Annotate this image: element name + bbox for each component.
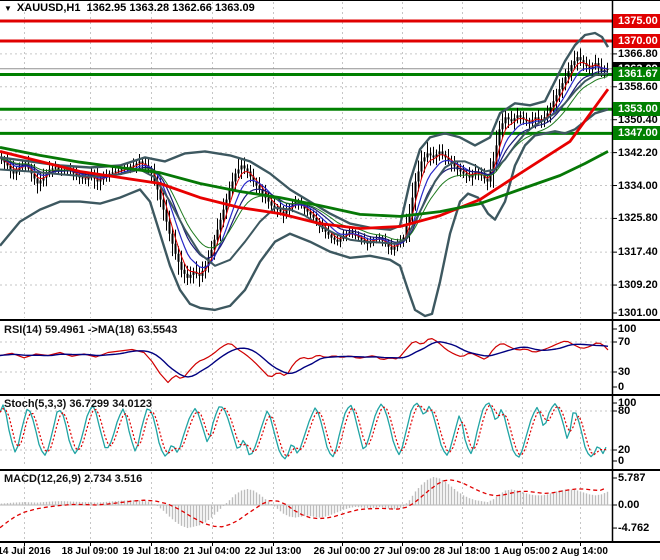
time-label: 27 Jul 09:00 bbox=[373, 546, 431, 557]
rsi-indicator-label: RSI(14) 59.4961 ->MA(18) 63.5543 bbox=[4, 324, 178, 336]
price-tick-label: 1342.20 bbox=[618, 146, 658, 159]
stoch-tick-label: 20 bbox=[618, 444, 631, 456]
stoch-tick-label: 100 bbox=[618, 397, 637, 409]
macd-tick-label: -4.762 bbox=[618, 522, 650, 535]
stoch-tick-label: 0 bbox=[618, 455, 625, 467]
price-marker-resistance: 1375.00 bbox=[613, 13, 660, 28]
price-tick-label: 1358.60 bbox=[618, 80, 658, 93]
macd-indicator-label: MACD(12,26,9) 2.734 3.516 bbox=[4, 473, 143, 485]
price-marker-support: 1361.67 bbox=[613, 67, 660, 82]
time-label: 19 Jul 18:00 bbox=[122, 546, 180, 557]
rsi-tick-label: 0 bbox=[618, 381, 625, 393]
rsi-pane[interactable] bbox=[0, 323, 612, 392]
price-tick-label: 1309.20 bbox=[618, 279, 658, 292]
stoch-tick-label: 80 bbox=[618, 405, 631, 417]
price-marker-resistance: 1370.00 bbox=[613, 34, 660, 49]
time-label: 26 Jul 00:00 bbox=[313, 546, 371, 557]
time-label: 1 Aug 05:00 bbox=[494, 546, 550, 557]
time-label: 18 Jul 09:00 bbox=[61, 546, 119, 557]
rsi-tick-label: 70 bbox=[618, 336, 631, 348]
stoch-pane[interactable] bbox=[0, 397, 612, 466]
ohlc-values: 1362.95 1363.28 1362.66 1363.09 bbox=[86, 2, 255, 14]
chart-title: ▼ XAUUSD,H1 1362.95 1363.28 1362.66 1363.0… bbox=[4, 2, 261, 14]
price-marker-support: 1353.00 bbox=[613, 102, 660, 117]
time-label: 2 Aug 14:00 bbox=[552, 546, 608, 557]
main-pane[interactable] bbox=[0, 2, 612, 318]
rsi-tick-label: 30 bbox=[618, 366, 631, 378]
symbol-period: XAUUSD,H1 bbox=[16, 2, 81, 14]
price-tick-label: 1366.80 bbox=[618, 47, 658, 60]
time-label: 28 Jul 18:00 bbox=[433, 546, 491, 557]
stoch-indicator-label: Stoch(5,3,3) 36.7299 34.0123 bbox=[4, 398, 152, 410]
price-marker-support: 1347.00 bbox=[613, 126, 660, 141]
time-label: 21 Jul 04:00 bbox=[183, 546, 241, 557]
price-tick-label: 1334.00 bbox=[618, 179, 658, 192]
macd-pane[interactable] bbox=[0, 472, 612, 541]
macd-tick-label: 5.787 bbox=[618, 472, 646, 484]
price-tick-label: 1350.40 bbox=[618, 113, 658, 126]
price-tick-label: 1325.80 bbox=[618, 212, 658, 225]
price-tick-label: 1301.00 bbox=[618, 307, 658, 319]
symbol-dropdown-icon[interactable]: ▼ bbox=[4, 4, 12, 13]
rsi-tick-label: 100 bbox=[618, 323, 637, 335]
macd-tick-label: 0.00 bbox=[618, 499, 640, 511]
time-label: 22 Jul 13:00 bbox=[244, 546, 302, 557]
time-label: 14 Jul 2016 bbox=[0, 546, 51, 557]
price-tick-label: 1317.40 bbox=[618, 246, 658, 259]
